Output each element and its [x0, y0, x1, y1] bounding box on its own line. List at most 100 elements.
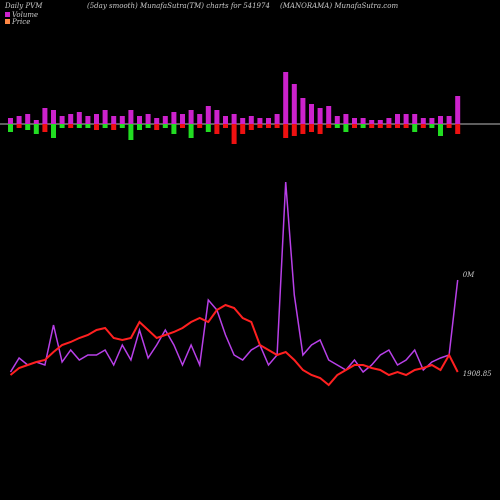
volume-up-bar [16, 116, 22, 124]
volume-up-bar [8, 118, 13, 124]
volume-up-bar [395, 114, 400, 124]
volume-up-bar [343, 114, 349, 124]
volume-up-bar [68, 114, 74, 124]
volume-down-bar [266, 124, 271, 128]
volume-up-bar [119, 116, 125, 124]
volume-up-bar [429, 118, 435, 124]
volume-down-bar [420, 124, 426, 128]
volume-down-bar [205, 124, 211, 132]
volume-up-bar [257, 118, 263, 124]
volume-up-bar [412, 114, 418, 124]
volume-down-bar [188, 124, 194, 138]
volume-down-bar [59, 124, 65, 128]
legend-label: Price [11, 18, 30, 26]
volume-down-bar [334, 124, 340, 128]
volume-up-bar [231, 114, 237, 124]
end-label: 1908.85 [463, 370, 492, 378]
volume-down-bar [171, 124, 177, 134]
volume-down-bar [16, 124, 22, 128]
volume-up-bar [291, 84, 297, 124]
volume-down-bar [369, 124, 375, 128]
volume-up-bar [420, 118, 426, 124]
chart-label: Daily PVM [4, 2, 43, 10]
volume-up-bar [240, 118, 246, 124]
volume-down-bar [94, 124, 99, 130]
volume-up-bar [111, 116, 117, 124]
volume-down-bar [257, 124, 263, 128]
volume-up-bar [171, 112, 177, 124]
chart-site: (MANORAMA) MunafaSutra.com [280, 2, 398, 10]
volume-down-bar [343, 124, 349, 132]
volume-down-bar [231, 124, 237, 144]
volume-up-bar [145, 114, 151, 124]
volume-up-bar [154, 118, 160, 124]
volume-down-bar [455, 124, 461, 134]
volume-up-bar [197, 114, 203, 124]
volume-up-bar [223, 116, 228, 124]
volume-up-bar [386, 118, 392, 124]
series-line [9, 303, 459, 387]
volume-up-bar [274, 114, 280, 124]
volume-up-bar [317, 108, 323, 124]
volume-up-bar [377, 120, 383, 124]
legend-swatch [5, 12, 10, 17]
volume-down-bar [145, 124, 151, 128]
volume-down-bar [8, 124, 13, 132]
volume-down-bar [51, 124, 56, 138]
volume-down-bar [162, 124, 168, 128]
volume-up-bar [25, 114, 31, 124]
volume-down-bar [412, 124, 418, 132]
volume-up-bar [33, 120, 39, 124]
volume-down-bar [291, 124, 297, 136]
volume-up-bar [137, 116, 142, 124]
volume-up-bar [438, 116, 443, 124]
volume-down-bar [76, 124, 82, 128]
volume-down-bar [33, 124, 39, 134]
volume-down-bar [377, 124, 383, 128]
volume-up-bar [283, 72, 289, 124]
volume-down-bar [25, 124, 31, 130]
volume-down-bar [283, 124, 289, 138]
volume-up-bar [334, 116, 340, 124]
volume-up-bar [85, 116, 91, 124]
volume-up-bar [446, 116, 452, 124]
volume-down-bar [403, 124, 409, 128]
volume-up-bar [214, 110, 220, 124]
volume-down-bar [180, 124, 185, 128]
volume-down-bar [137, 124, 142, 130]
volume-down-bar [429, 124, 435, 128]
legend-swatch [5, 19, 10, 24]
volume-down-bar [446, 124, 452, 128]
volume-up-bar [248, 116, 254, 124]
volume-down-bar [223, 124, 228, 128]
volume-up-bar [326, 106, 332, 124]
volume-down-bar [102, 124, 108, 128]
volume-down-bar [119, 124, 125, 128]
volume-down-bar [395, 124, 400, 128]
end-label: 0M [463, 271, 475, 279]
volume-up-bar [162, 116, 168, 124]
volume-down-bar [317, 124, 323, 134]
volume-down-bar [85, 124, 91, 128]
volume-up-bar [403, 114, 409, 124]
volume-down-bar [42, 124, 48, 132]
volume-up-bar [128, 110, 134, 124]
volume-up-bar [360, 118, 366, 124]
volume-down-bar [274, 124, 280, 128]
volume-up-bar [369, 120, 375, 124]
volume-up-bar [94, 114, 99, 124]
series-line [9, 181, 459, 374]
volume-up-bar [352, 118, 357, 124]
volume-down-bar [240, 124, 246, 134]
volume-up-bar [266, 118, 271, 124]
volume-up-bar [76, 112, 82, 124]
volume-down-bar [248, 124, 254, 130]
chart-title: (5day smooth) MunafaSutra(TM) charts for… [87, 2, 270, 10]
volume-down-bar [154, 124, 160, 130]
volume-down-bar [352, 124, 357, 128]
volume-down-bar [386, 124, 392, 128]
volume-up-bar [309, 104, 314, 124]
volume-down-bar [309, 124, 314, 132]
